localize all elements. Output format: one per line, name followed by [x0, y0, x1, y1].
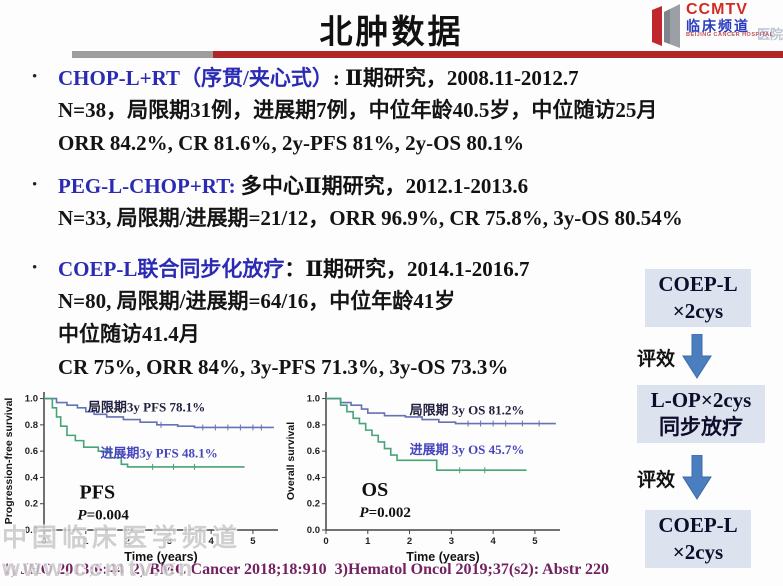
ccmtv-logo-text: CCMTV 临床频道 BEIJING CANCER HOSPITAL — [686, 1, 774, 39]
ccmtv-logo: CCMTV 临床频道 BEIJING CANCER HOSPITAL 医院 — [650, 1, 783, 54]
x-tick-label: 0 — [323, 536, 328, 547]
bullet-heading: PEG-L-CHOP+RT: 多中心Ⅱ期研究，2012.1-2013.6 — [58, 170, 762, 202]
study-result-line: ORR 84.2%, CR 81.6%, 2y-PFS 81%, 2y-OS 8… — [58, 131, 525, 155]
x-tick-label: 4 — [208, 536, 214, 547]
bullet-item-coep-l: • COEP-L联合同步化放疗：Ⅱ期研究，2014.1-2016.7 N=80,… — [32, 253, 762, 384]
page-title: 北肿数据 — [319, 13, 464, 50]
y-tick-label: 0.8 — [307, 420, 320, 431]
y-tick-label: 0.2 — [307, 499, 320, 510]
box-line: COEP-L — [658, 513, 738, 537]
x-axis-label: Time (years) — [406, 550, 479, 564]
x-tick-label: 5 — [250, 536, 256, 547]
x-tick-label: 3 — [449, 536, 454, 547]
down-arrow-icon — [682, 334, 712, 379]
y-axis-label: Progression-free survival — [3, 398, 15, 525]
bullet-item-chop-l-rt: • CHOP-L+RT（序贯/夹心式）: Ⅱ期研究，2008.11-2012.7… — [32, 62, 762, 160]
study-followup-line: 中位随访41.4月 — [58, 322, 200, 346]
regimen-name: COEP-L联合同步化放疗 — [58, 257, 285, 281]
limited-stage-annotation: 局限期 3y OS 81.2% — [410, 402, 525, 417]
logo-channel: 临床频道 — [686, 17, 750, 34]
bullet-marker: • — [32, 260, 38, 276]
x-tick-label: 0 — [41, 536, 46, 547]
y-tick-label: 0.4 — [307, 472, 321, 483]
bullet-list: • CHOP-L+RT（序贯/夹心式）: Ⅱ期研究，2008.11-2012.7… — [32, 62, 762, 394]
bullet-marker: • — [32, 69, 38, 85]
study-detail-line: N=80, 局限期/进展期=64/16，中位年龄41岁 — [58, 289, 456, 313]
flowchart-box-coep-l-2: COEP-L ×2cys — [645, 510, 751, 568]
flowchart-box-l-op-rt: L-OP×2cys 同步放疗 — [637, 385, 765, 443]
y-tick-label: 1.0 — [25, 394, 38, 405]
x-tick-label: 1 — [365, 536, 371, 547]
study-info: 多中心Ⅱ期研究，2012.1-2013.6 — [235, 174, 529, 198]
advanced-stage-annotation: 进展期3y PFS 48.1% — [100, 446, 217, 461]
study-info: : Ⅱ期研究，2008.11-2012.7 — [332, 66, 579, 90]
faded-hospital-text: 医院 — [756, 27, 783, 42]
advanced-stage-curve — [44, 397, 245, 468]
flowchart-arrow-label: 评效 — [637, 470, 676, 491]
x-tick-label: 1 — [83, 536, 89, 547]
x-axis-label: Time (years) — [124, 550, 197, 564]
y-tick-label: 0.4 — [25, 472, 39, 483]
os-kaplan-meier-chart: 0.0 0.2 0.4 0.6 0.8 1.0 0 1 2 3 4 5 Overall survival… — [285, 392, 560, 564]
y-axis-label: Overall survival — [285, 422, 297, 500]
pfs-kaplan-meier-chart: 0.0 0.2 0.4 0.6 0.8 1.0 0 1 2 3 4 5 Progression-free… — [3, 392, 278, 564]
y-tick-label: 0.0 — [307, 525, 320, 536]
flowchart-arrow-label: 评效 — [637, 349, 676, 370]
chart-title: OS — [362, 479, 389, 501]
down-arrow-icon — [682, 455, 712, 500]
x-tick-label: 2 — [407, 536, 412, 547]
study-detail-line: N=33, 局限期/进展期=21/12，ORR 96.9%, CR 75.8%,… — [58, 206, 683, 230]
y-tick-label: 0.6 — [25, 446, 38, 457]
y-tick-label: 1.0 — [307, 394, 320, 405]
y-tick-label: 0.8 — [25, 420, 38, 431]
box-line: 同步放疗 — [659, 415, 743, 439]
logo-brand: CCMTV — [686, 1, 748, 18]
regimen-name: CHOP-L+RT（序贯/夹心式） — [58, 66, 333, 90]
study-info: ：Ⅱ期研究，2014.1-2016.7 — [284, 257, 530, 281]
y-tick-label: 0.2 — [25, 499, 38, 510]
box-line: COEP-L — [658, 272, 738, 296]
advanced-stage-annotation: 进展期 3y OS 45.7% — [410, 442, 525, 457]
bullet-marker: • — [32, 177, 38, 193]
box-line: L-OP×2cys — [650, 388, 752, 412]
regimen-name: PEG-L-CHOP+RT: — [58, 174, 236, 198]
x-tick-label: 3 — [167, 536, 172, 547]
ccmtv-logo-mark-icon — [652, 4, 680, 48]
y-tick-label: 0.0 — [25, 525, 38, 536]
bullet-heading: CHOP-L+RT（序贯/夹心式）: Ⅱ期研究，2008.11-2012.7 — [58, 62, 762, 94]
title-underline-red — [213, 51, 783, 58]
x-tick-label: 4 — [490, 536, 496, 547]
box-line: ×2cys — [672, 540, 724, 564]
limited-stage-annotation: 局限期3y PFS 78.1% — [88, 400, 205, 415]
y-tick-label: 0.6 — [307, 446, 320, 457]
bullet-item-peg-l-chop-rt: • PEG-L-CHOP+RT: 多中心Ⅱ期研究，2012.1-2013.6 N… — [32, 170, 762, 235]
p-value: P=0.002 — [359, 505, 410, 521]
x-tick-label: 2 — [125, 536, 130, 547]
flowchart-box-coep-l-1: COEP-L ×2cys — [645, 269, 751, 327]
references-line: 1) JHO 2013;6:44 2) BMC Cancer 2018;18:9… — [3, 561, 609, 578]
x-tick-label: 5 — [532, 536, 538, 547]
title-underline-gray — [72, 51, 213, 58]
study-detail-line: N=38，局限期31例，进展期7例，中位年龄40.5岁，中位随访25月 — [58, 98, 658, 122]
p-value: P=0.004 — [77, 507, 129, 523]
limited-stage-curve — [44, 397, 274, 429]
advanced-stage-curve — [326, 397, 527, 471]
box-line: ×2cys — [672, 299, 724, 323]
limited-stage-curve — [326, 397, 556, 425]
logo-subtitle: BEIJING CANCER HOSPITAL — [686, 32, 774, 39]
study-result-line: CR 75%, ORR 84%, 3y-PFS 71.3%, 3y-OS 73.… — [58, 355, 509, 379]
chart-title: PFS — [80, 481, 116, 503]
bullet-heading: COEP-L联合同步化放疗：Ⅱ期研究，2014.1-2016.7 — [58, 253, 762, 285]
